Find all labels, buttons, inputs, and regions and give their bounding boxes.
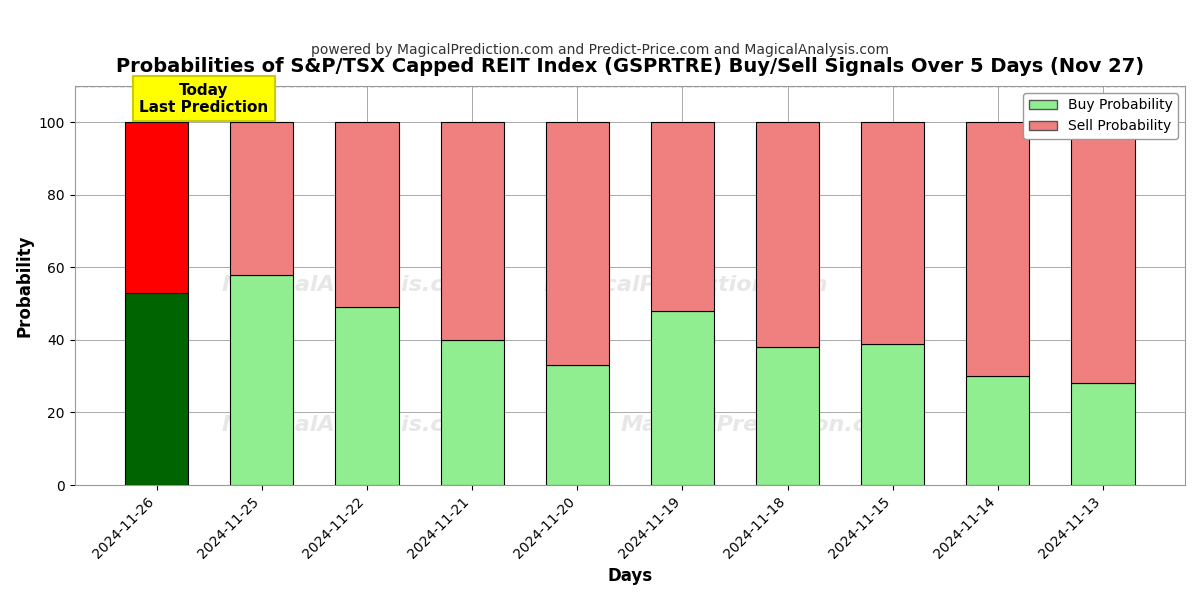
- Bar: [546, 122, 608, 365]
- Bar: [650, 311, 714, 485]
- Bar: [336, 307, 398, 485]
- Bar: [966, 122, 1030, 376]
- Text: MagicalAnalysis.com: MagicalAnalysis.com: [222, 275, 482, 295]
- Bar: [230, 275, 293, 485]
- Bar: [1072, 383, 1134, 485]
- Bar: [862, 344, 924, 485]
- Bar: [336, 122, 398, 307]
- Bar: [440, 122, 504, 340]
- Bar: [756, 122, 820, 347]
- Text: powered by MagicalPrediction.com and Predict-Price.com and MagicalAnalysis.com: powered by MagicalPrediction.com and Pre…: [311, 43, 889, 57]
- Bar: [546, 365, 608, 485]
- Bar: [650, 122, 714, 311]
- Bar: [440, 340, 504, 485]
- Bar: [230, 122, 293, 275]
- Y-axis label: Probability: Probability: [16, 234, 34, 337]
- Bar: [862, 122, 924, 344]
- Text: MagicalPrediction.com: MagicalPrediction.com: [544, 275, 828, 295]
- Bar: [125, 293, 188, 485]
- X-axis label: Days: Days: [607, 567, 653, 585]
- Legend: Buy Probability, Sell Probability: Buy Probability, Sell Probability: [1024, 93, 1178, 139]
- Text: MagicalPrediction.com: MagicalPrediction.com: [620, 415, 905, 435]
- Bar: [125, 122, 188, 293]
- Bar: [1072, 122, 1134, 383]
- Text: Today
Last Prediction: Today Last Prediction: [139, 83, 269, 115]
- Title: Probabilities of S&P/TSX Capped REIT Index (GSPRTRE) Buy/Sell Signals Over 5 Day: Probabilities of S&P/TSX Capped REIT Ind…: [115, 57, 1144, 76]
- Bar: [756, 347, 820, 485]
- Bar: [966, 376, 1030, 485]
- Text: MagicalAnalysis.com: MagicalAnalysis.com: [222, 415, 482, 435]
